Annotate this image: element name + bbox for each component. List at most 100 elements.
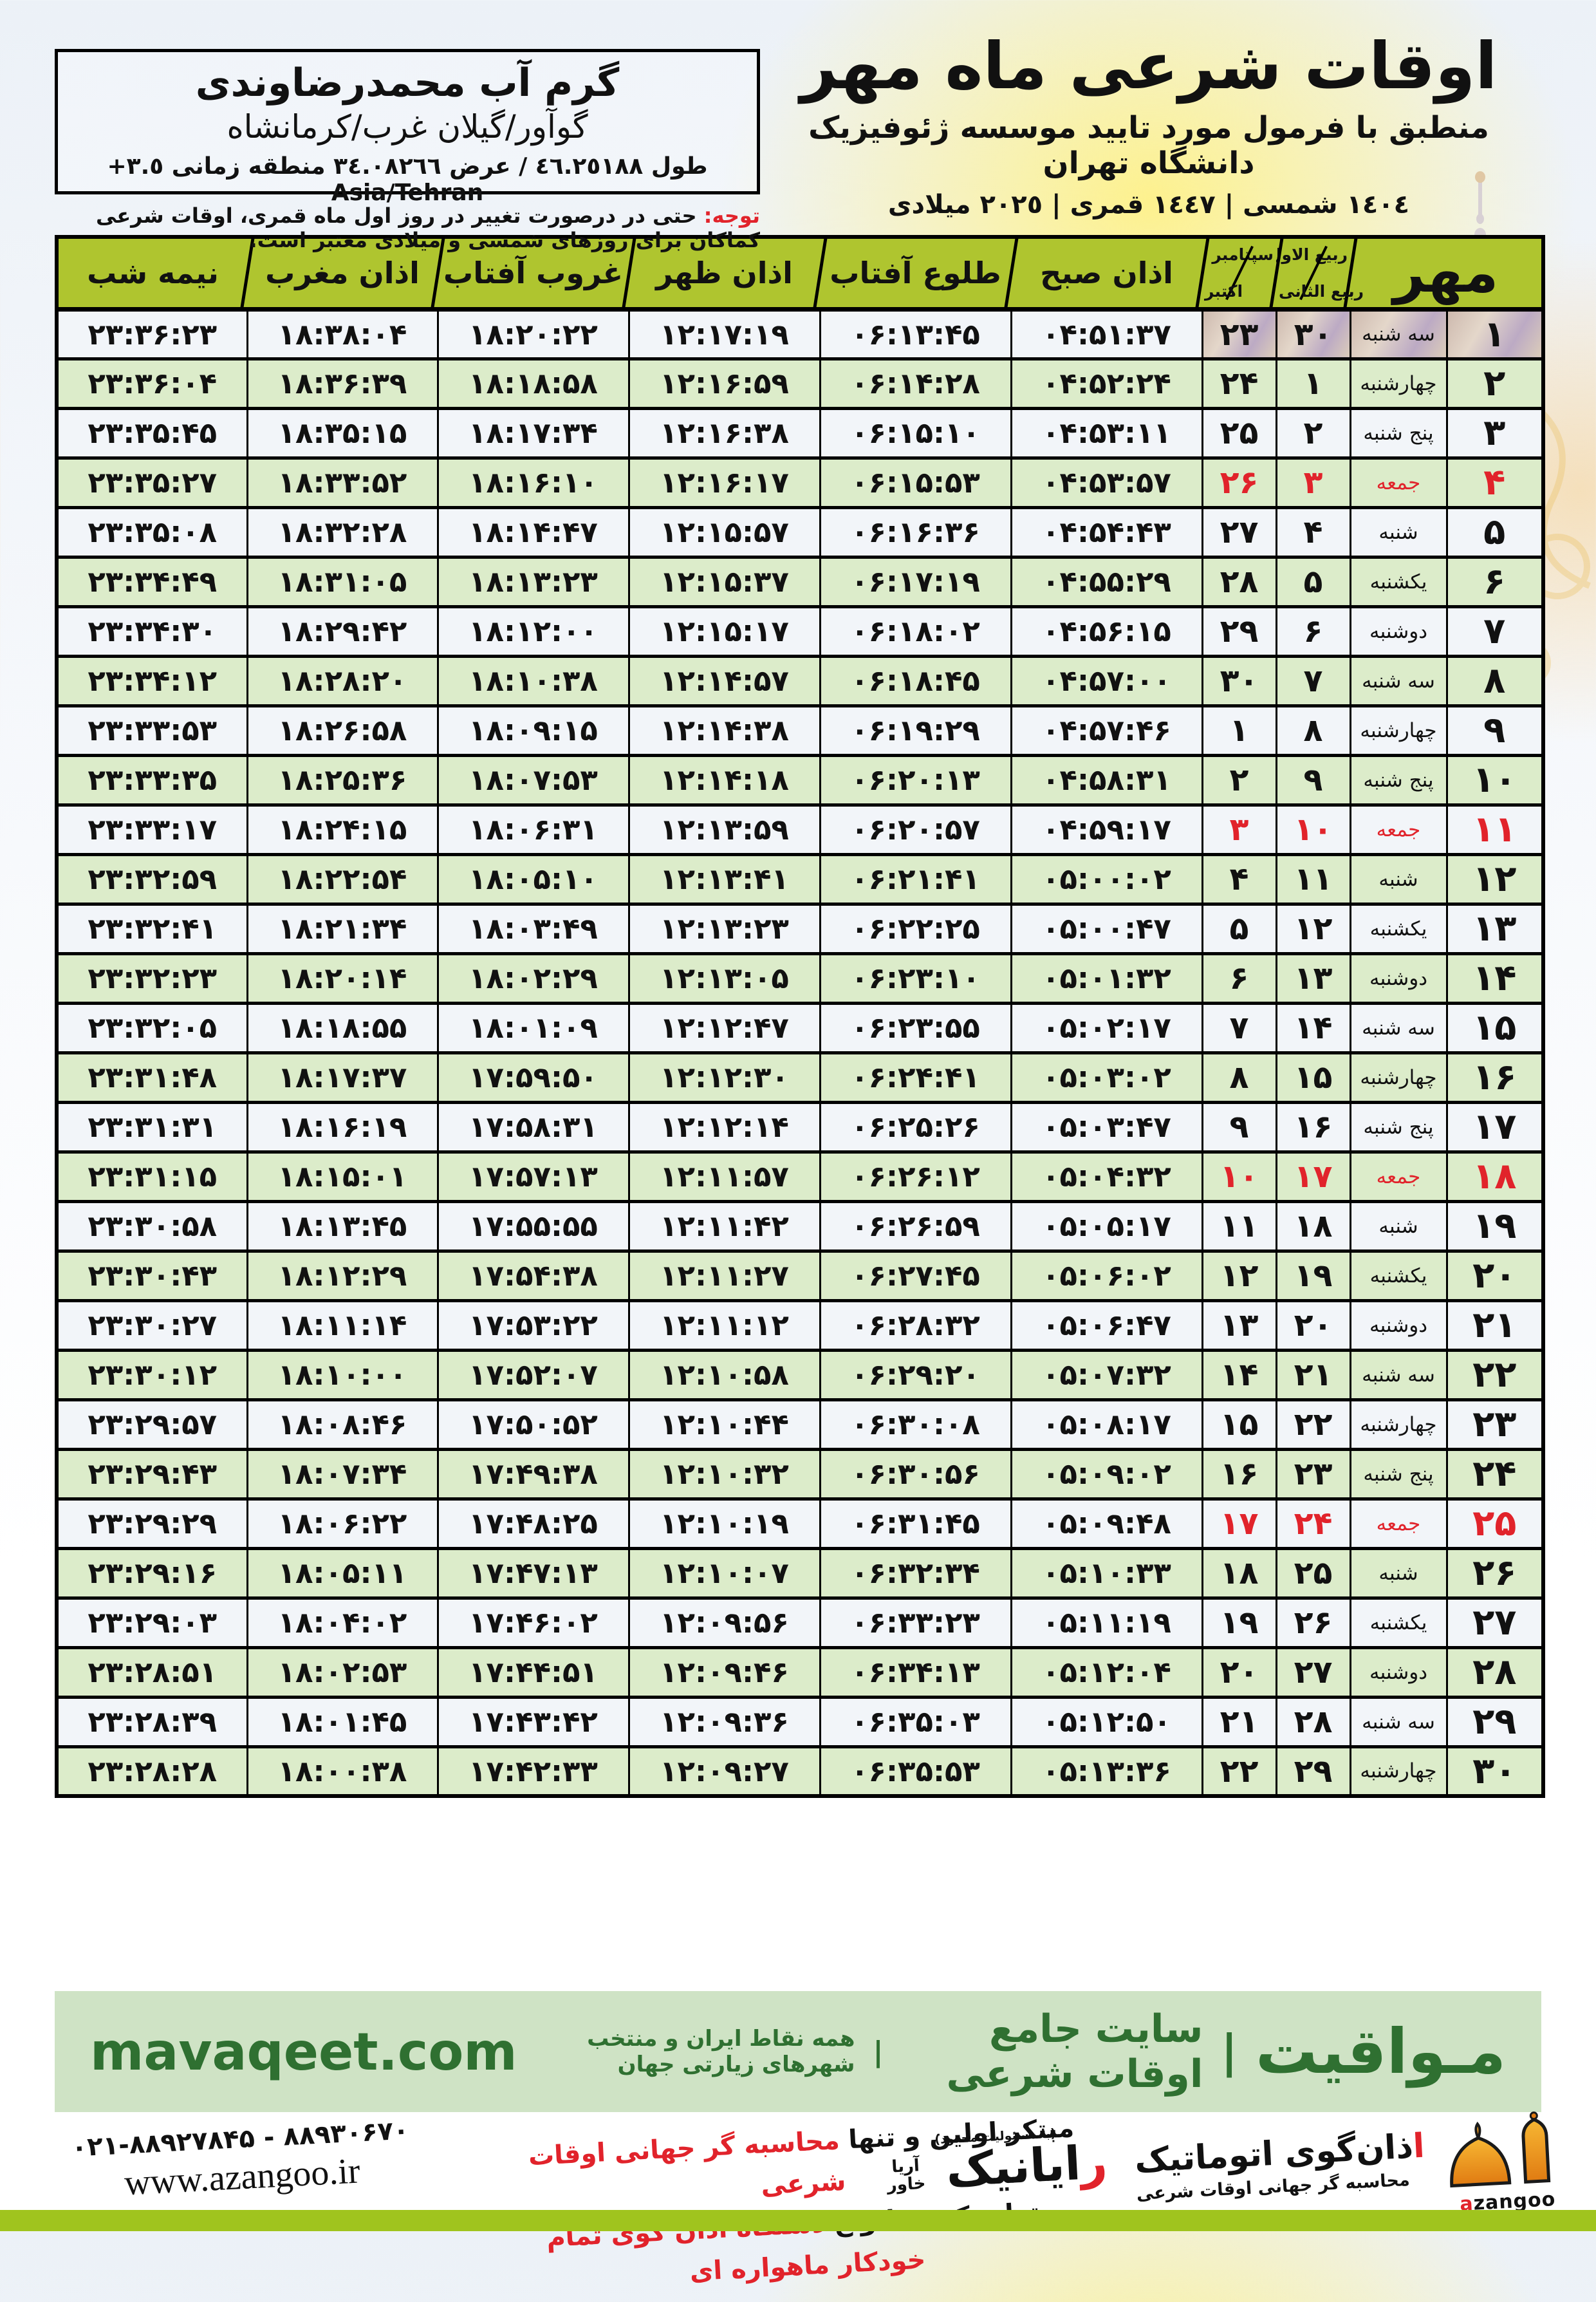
nime-shab-cell: ۲۳:۳۰:۴۳: [55, 1249, 248, 1302]
weekday-cell: یکشنبه: [1349, 556, 1448, 608]
ghorub-aftab-cell: ۱۸:۲۰:۲۲: [436, 308, 630, 360]
nime-shab-cell: ۲۳:۲۹:۵۷: [55, 1398, 248, 1450]
hijri-day-cell: ۹: [1275, 754, 1351, 806]
tolu-aftab-cell: ۰۶:۳۱:۴۵: [819, 1497, 1012, 1549]
day-number-cell: ۱۵: [1445, 1002, 1545, 1054]
azan-zohr-cell: ۱۲:۱۴:۳۸: [627, 704, 821, 756]
rayanik-sub-top: آریا: [891, 2156, 920, 2177]
azan-sobh-cell: ۰۵:۱۱:۱۹: [1010, 1596, 1203, 1649]
separator: |: [873, 2035, 884, 2068]
azan-zohr-cell: ۱۲:۱۵:۳۷: [627, 556, 821, 608]
azan-sobh-cell: ۰۵:۱۳:۳۶: [1010, 1745, 1203, 1797]
nime-shab-cell: ۲۳:۲۸:۲۸: [55, 1745, 248, 1797]
table-row: ۳ پنج شنبه ۲ ۲۵ ۰۴:۵۳:۱۱ ۰۶:۱۵:۱۰ ۱۲:۱۶:…: [55, 407, 1545, 459]
tolu-aftab-cell: ۰۶:۲۴:۴۱: [819, 1051, 1012, 1103]
azan-maghreb-cell: ۱۸:۱۸:۵۵: [246, 1002, 439, 1054]
azan-sobh-cell: ۰۵:۰۸:۱۷: [1010, 1398, 1203, 1450]
azan-zohr-cell: ۱۲:۱۲:۱۴: [627, 1101, 821, 1153]
azan-sobh-cell: ۰۵:۰۰:۰۲: [1010, 853, 1203, 905]
ghorub-aftab-cell: ۱۷:۵۳:۲۲: [436, 1299, 630, 1351]
ghorub-aftab-cell: ۱۷:۴۸:۲۵: [436, 1497, 630, 1549]
hijri-day-cell: ۴: [1275, 506, 1351, 558]
azan-maghreb-cell: ۱۸:۲۲:۵۴: [246, 853, 439, 905]
column-header-azan-sobh: اذان صبح: [1011, 237, 1202, 312]
page-subtitle: منطبق با فرمول مورد تایید موسسه ژئوفیزیک…: [808, 110, 1489, 181]
weekday-cell: چهارشنبه: [1349, 357, 1448, 409]
gregorian-day-cell: ۱۷: [1201, 1497, 1277, 1549]
hijri-day-cell: ۱۴: [1275, 1002, 1351, 1054]
azan-sobh-cell: ۰۵:۰۳:۰۲: [1010, 1051, 1203, 1103]
hijri-day-cell: ۱۳: [1275, 952, 1351, 1004]
nime-shab-cell: ۲۳:۳۳:۳۵: [55, 754, 248, 806]
prayer-times-poster: { "header": { "title": "اوقات شرعی ماه م…: [0, 0, 1596, 2231]
azan-zohr-cell: ۱۲:۱۳:۴۱: [627, 853, 821, 905]
tolu-aftab-cell: ۰۶:۳۵:۰۳: [819, 1696, 1012, 1748]
azangoo-logo: اذان‌گوی اتوماتیک محاسبه گر جهانی اوقات …: [1133, 2106, 1557, 2216]
footer: ۰۲۱-۸۸۹۲۷۸۴۵ - ۸۸۹۳۰۶۷۰ www.azangoo.ir م…: [0, 2111, 1596, 2287]
azan-maghreb-cell: ۱۸:۳۸:۰۴: [246, 308, 439, 360]
day-number-cell: ۹: [1445, 704, 1545, 756]
gregorian-day-cell: ۸: [1201, 1051, 1277, 1103]
hijri-day-cell: ۲۴: [1275, 1497, 1351, 1549]
tolu-aftab-cell: ۰۶:۱۵:۵۳: [819, 456, 1012, 509]
month-name: مهر: [1393, 240, 1499, 305]
azan-zohr-cell: ۱۲:۰۹:۵۶: [627, 1596, 821, 1649]
azan-zohr-cell: ۱۲:۱۰:۴۴: [627, 1398, 821, 1450]
day-number-cell: ۱۹: [1445, 1200, 1545, 1252]
azan-maghreb-cell: ۱۸:۰۴:۰۲: [246, 1596, 439, 1649]
azan-zohr-cell: ۱۲:۱۴:۱۸: [627, 754, 821, 806]
azan-sobh-cell: ۰۵:۰۳:۴۷: [1010, 1101, 1203, 1153]
day-number-cell: ۲۳: [1445, 1398, 1545, 1450]
weekday-cell: پنج شنبه: [1349, 1101, 1448, 1153]
azan-zohr-cell: ۱۲:۰۹:۲۷: [627, 1745, 821, 1797]
weekday-cell: دوشنبه: [1349, 1646, 1448, 1698]
azan-maghreb-cell: ۱۸:۳۱:۰۵: [246, 556, 439, 608]
hijri-day-cell: ۲۸: [1275, 1696, 1351, 1748]
note-line: توجه: حتی در درصورت تغییر در روز اول ماه…: [55, 203, 760, 252]
contact-block: ۰۲۱-۸۸۹۲۷۸۴۵ - ۸۸۹۳۰۶۷۰ www.azangoo.ir: [33, 2113, 449, 2208]
hijri-month-bottom: ربیع الثانی: [1279, 281, 1364, 301]
table-row: ۱۰ پنج شنبه ۹ ۲ ۰۴:۵۸:۳۱ ۰۶:۲۰:۱۳ ۱۲:۱۴:…: [55, 754, 1545, 806]
weekday-cell: شنبه: [1349, 1547, 1448, 1599]
ghorub-aftab-cell: ۱۷:۵۸:۳۱: [436, 1101, 630, 1153]
day-number-cell: ۲۱: [1445, 1299, 1545, 1351]
table-row: ۱۵ سه شنبه ۱۴ ۷ ۰۵:۰۲:۱۷ ۰۶:۲۳:۵۵ ۱۲:۱۲:…: [55, 1002, 1545, 1054]
hijri-day-cell: ۵: [1275, 556, 1351, 608]
day-number-cell: ۲۲: [1445, 1349, 1545, 1401]
mavaqeet-url-link[interactable]: mavaqeet.com: [90, 2021, 517, 2082]
ghorub-aftab-cell: ۱۸:۱۴:۴۷: [436, 506, 630, 558]
day-number-cell: ۲۷: [1445, 1596, 1545, 1649]
day-number-cell: ۳۰: [1445, 1745, 1545, 1797]
gregorian-day-cell: ۱۴: [1201, 1349, 1277, 1401]
nime-shab-cell: ۲۳:۳۲:۲۳: [55, 952, 248, 1004]
azangoo-name-first-letter: ا: [1412, 2126, 1426, 2166]
day-number-cell: ۲۶: [1445, 1547, 1545, 1599]
azan-zohr-cell: ۱۲:۱۱:۴۲: [627, 1200, 821, 1252]
azan-maghreb-cell: ۱۸:۳۲:۲۸: [246, 506, 439, 558]
gregorian-day-cell: ۳۰: [1201, 655, 1277, 707]
ghorub-aftab-cell: ۱۸:۱۲:۰۰: [436, 605, 630, 657]
azan-zohr-cell: ۱۲:۱۰:۳۲: [627, 1448, 821, 1500]
ghorub-aftab-cell: ۱۸:۰۷:۵۳: [436, 754, 630, 806]
day-number-cell: ۱۰: [1445, 754, 1545, 806]
location-box: گرم آب محمدرضاوندی گوآور/گیلان غرب/کرمان…: [55, 49, 760, 206]
location-coordinates: طول ٤٦.٢٥١٨٨ / عرض ٣٤.٠٨٢٦٦ منطقه زمانی …: [107, 153, 708, 206]
nime-shab-cell: ۲۳:۳۰:۱۲: [55, 1349, 248, 1401]
nime-shab-cell: ۲۳:۳۲:۵۹: [55, 853, 248, 905]
gregorian-day-cell: ۱۰: [1201, 1150, 1277, 1202]
azan-zohr-cell: ۱۲:۱۳:۵۹: [627, 803, 821, 856]
gregorian-day-cell: ۶: [1201, 952, 1277, 1004]
ghorub-aftab-cell: ۱۷:۴۳:۴۲: [436, 1696, 630, 1748]
azan-maghreb-cell: ۱۸:۰۱:۴۵: [246, 1696, 439, 1748]
column-header-azan-maghreb: اذان مغرب: [247, 237, 438, 312]
hijri-day-cell: ۲۰: [1275, 1299, 1351, 1351]
table-row: ۲۱ دوشنبه ۲۰ ۱۳ ۰۵:۰۶:۴۷ ۰۶:۲۸:۳۲ ۱۲:۱۱:…: [55, 1299, 1545, 1351]
nime-shab-cell: ۲۳:۳۱:۱۵: [55, 1150, 248, 1202]
azan-zohr-cell: ۱۲:۱۳:۲۳: [627, 903, 821, 955]
hijri-day-cell: ۳: [1275, 456, 1351, 509]
azangoo-texts: اذان‌گوی اتوماتیک محاسبه گر جهانی اوقات …: [1134, 2126, 1439, 2204]
gregorian-month-top: سپتامبر: [1212, 245, 1274, 264]
azan-zohr-cell: ۱۲:۱۶:۵۹: [627, 357, 821, 409]
nime-shab-cell: ۲۳:۳۰:۵۸: [55, 1200, 248, 1252]
weekday-cell: سه شنبه: [1349, 1349, 1448, 1401]
